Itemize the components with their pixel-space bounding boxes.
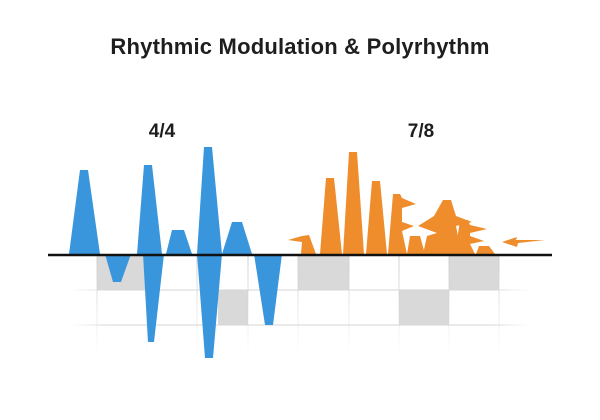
grid-column-line xyxy=(247,255,249,355)
grid-column-line xyxy=(196,255,198,355)
waveform-7-8 xyxy=(288,152,545,254)
waveform-7-8-pulse xyxy=(476,246,495,254)
section-label-4-4: 4/4 xyxy=(148,121,176,142)
waveform-7-8-pulse xyxy=(502,237,545,247)
grid-shaded-cell xyxy=(399,290,449,325)
grid-column-line xyxy=(297,255,299,355)
section-label-7-8: 7/8 xyxy=(407,121,435,142)
waveform-7-8-pulse xyxy=(388,194,416,254)
waveform-4-4 xyxy=(48,147,298,358)
waveform-7-8-pulse xyxy=(366,181,387,254)
grid-shaded-cell xyxy=(218,290,248,325)
grid-row-line xyxy=(70,324,530,326)
waveform-7-8-pulse xyxy=(407,236,425,254)
waveform-7-8-pulse xyxy=(455,220,487,254)
grid-column-line xyxy=(498,255,500,355)
diagram-title: Rhythmic Modulation & Polyrhythm xyxy=(110,34,490,59)
waveform-7-8-pulse xyxy=(288,235,316,254)
grid-shaded-cells xyxy=(97,255,499,325)
waveform-7-8-pulse xyxy=(320,178,342,254)
grid-shaded-cell xyxy=(449,255,499,290)
grid-column-line xyxy=(398,255,400,355)
grid-row-line xyxy=(70,289,530,291)
grid-column-line xyxy=(96,255,98,355)
grid-column-line xyxy=(448,255,450,355)
grid-shaded-cell xyxy=(298,255,349,290)
waveform-7-8-pulse xyxy=(343,152,364,254)
grid-column-line xyxy=(348,255,350,355)
